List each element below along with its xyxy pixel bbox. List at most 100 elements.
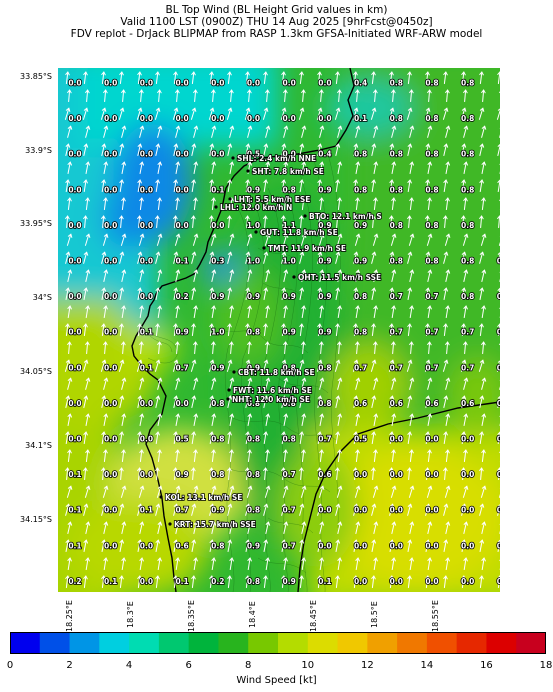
wind-arrow bbox=[445, 125, 451, 138]
wind-arrow bbox=[84, 341, 90, 355]
wind-arrow bbox=[391, 377, 397, 390]
grid-value: 0.7 bbox=[425, 328, 438, 337]
wind-arrow bbox=[157, 305, 163, 319]
wind-arrow bbox=[352, 107, 359, 120]
wind-arrow bbox=[281, 179, 287, 193]
wind-arrow bbox=[373, 521, 379, 534]
wind-arrow bbox=[480, 485, 487, 498]
colorbar-tick-label: 6 bbox=[185, 660, 192, 671]
grid-value: 0.0 bbox=[318, 541, 331, 550]
wind-arrow bbox=[64, 359, 71, 372]
wind-arrow bbox=[247, 125, 253, 138]
grid-value: 0.0 bbox=[425, 435, 438, 444]
station-markers: SHL: 2.4 km/h NNE SHT: 7.8 km/h SE LHT: 5.… bbox=[159, 153, 383, 530]
wind-arrow bbox=[192, 233, 199, 246]
wind-arrow bbox=[67, 377, 73, 390]
grid-value: 0.6 bbox=[497, 363, 500, 372]
wind-arrow bbox=[121, 557, 127, 571]
grid-value: 0.0 bbox=[140, 399, 153, 408]
wind-arrow bbox=[175, 413, 181, 426]
wind-arrow bbox=[175, 125, 181, 138]
wind-arrow bbox=[245, 395, 251, 408]
wind-arrow bbox=[318, 89, 324, 103]
wind-arrow bbox=[245, 539, 251, 552]
wind-arrow bbox=[119, 575, 124, 589]
grid-value: 0.8 bbox=[283, 185, 296, 194]
wind-arrow bbox=[427, 413, 433, 426]
wind-arrow bbox=[443, 503, 449, 516]
wind-arrow bbox=[370, 215, 376, 229]
wind-arrow bbox=[355, 449, 360, 463]
wind-arrow bbox=[280, 359, 287, 372]
wind-arrow bbox=[103, 305, 109, 319]
wind-arrow bbox=[209, 431, 215, 445]
wind-arrow bbox=[389, 503, 395, 516]
wind-arrow bbox=[407, 539, 413, 552]
wind-arrow bbox=[463, 449, 468, 463]
wind-arrow bbox=[119, 179, 125, 193]
station-label: LHT: 5.5 km/h ESE bbox=[234, 195, 310, 204]
wind-arrow bbox=[481, 449, 486, 463]
wind-arrow bbox=[139, 521, 145, 534]
wind-arrow bbox=[391, 161, 397, 174]
wind-arrow bbox=[83, 431, 89, 445]
grid-value: 0.0 bbox=[283, 79, 296, 88]
wind-arrow bbox=[138, 89, 144, 103]
wind-arrow bbox=[391, 125, 397, 138]
wind-arrow bbox=[427, 305, 433, 319]
grid-value: 0.8 bbox=[390, 221, 403, 230]
wind-arrow bbox=[227, 503, 233, 516]
wind-arrow bbox=[373, 413, 379, 426]
wind-arrow bbox=[335, 287, 341, 300]
wind-arrow bbox=[373, 161, 379, 174]
wind-arrow bbox=[373, 125, 379, 138]
wind-arrow bbox=[337, 521, 343, 534]
grid-value: 0.1 bbox=[211, 185, 224, 194]
grid-value: 0.0 bbox=[247, 114, 260, 123]
wind-arrow bbox=[406, 215, 412, 229]
wind-arrow bbox=[210, 341, 216, 355]
wind-arrow bbox=[175, 449, 180, 463]
wind-arrow bbox=[103, 377, 109, 390]
wind-arrow bbox=[373, 305, 379, 319]
wind-arrow bbox=[319, 377, 325, 390]
grid-value: 0.8 bbox=[247, 435, 260, 444]
grid-value: 0.0 bbox=[318, 506, 331, 515]
wind-arrow bbox=[427, 161, 433, 174]
wind-arrow bbox=[407, 251, 413, 264]
wind-arrow bbox=[209, 395, 215, 408]
wind-arrow bbox=[370, 359, 377, 372]
wind-arrow bbox=[337, 269, 343, 282]
grid-value: 0.0 bbox=[318, 79, 331, 88]
wind-arrow bbox=[118, 215, 124, 229]
wind-arrow bbox=[173, 143, 179, 156]
wind-arrow bbox=[136, 467, 142, 481]
wind-arrow bbox=[227, 323, 232, 337]
wind-arrow bbox=[229, 269, 235, 282]
wind-arrow bbox=[354, 485, 361, 498]
wind-arrow bbox=[156, 341, 162, 355]
wind-arrow bbox=[479, 179, 485, 193]
wind-arrow bbox=[209, 251, 215, 264]
wind-arrow bbox=[371, 431, 377, 445]
grid-value: 0.0 bbox=[211, 114, 224, 123]
colorbar-tick-label: 16 bbox=[480, 660, 493, 671]
wind-arrow bbox=[84, 89, 90, 103]
wind-arrow bbox=[264, 485, 271, 498]
wind-arrow bbox=[281, 431, 287, 445]
wind-arrow bbox=[121, 269, 127, 282]
wind-arrow bbox=[64, 215, 70, 229]
wind-arrow bbox=[445, 377, 451, 390]
wind-arrow bbox=[372, 89, 378, 103]
wind-arrow bbox=[409, 377, 415, 390]
wind-arrow bbox=[281, 323, 286, 337]
wind-arrow bbox=[119, 143, 125, 156]
grid-value: 0.0 bbox=[68, 363, 81, 372]
grid-value: 0.8 bbox=[461, 221, 474, 230]
wind-arrow bbox=[301, 269, 307, 282]
wind-arrow bbox=[426, 341, 432, 355]
grid-value: 0.9 bbox=[247, 541, 260, 550]
wind-arrow bbox=[264, 233, 271, 246]
wind-arrow bbox=[119, 323, 124, 337]
lon-label-18-4: 18.4°E bbox=[248, 601, 257, 628]
